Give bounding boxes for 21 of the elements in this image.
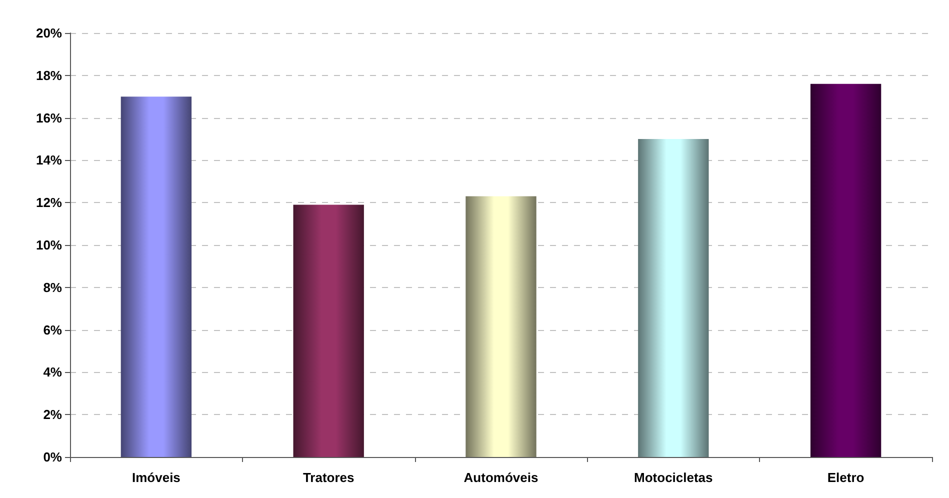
y-tick-label: 6% <box>43 322 62 338</box>
x-tick-label: Eletro <box>827 470 864 485</box>
y-tick-label: 20% <box>36 26 62 40</box>
y-tick-label: 10% <box>36 238 62 252</box>
x-tick-label: Imóveis <box>132 470 180 485</box>
y-tick-label: 16% <box>36 110 62 126</box>
x-tick-label: Tratores <box>302 470 354 485</box>
y-tick-label: 14% <box>36 152 62 168</box>
x-tick-label: Motocicletas <box>634 470 713 485</box>
y-tick-label: 4% <box>43 364 62 380</box>
y-tick-label: 12% <box>36 195 62 210</box>
y-tick-label: 18% <box>36 68 62 83</box>
y-tick-label: 0% <box>43 450 62 464</box>
x-tick-label: Automóveis <box>464 470 538 485</box>
bar <box>466 196 536 457</box>
y-tick-label: 2% <box>43 407 62 422</box>
bar <box>293 204 364 457</box>
bar <box>810 84 882 457</box>
bar <box>638 139 709 457</box>
y-tick-label: 8% <box>43 280 62 295</box>
bar <box>120 96 192 457</box>
